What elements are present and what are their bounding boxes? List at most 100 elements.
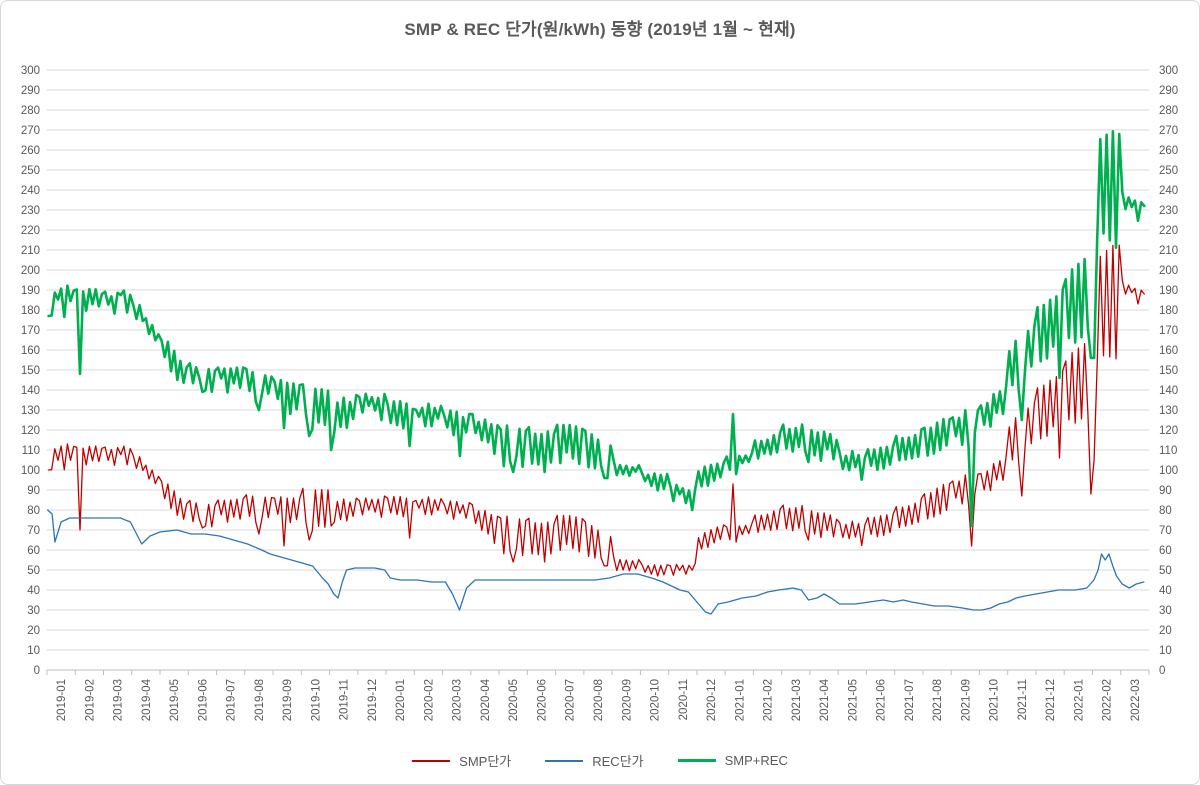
y-axis-label-left: 140 <box>21 385 40 397</box>
x-axis-label: 2022-01 <box>1073 679 1085 721</box>
y-axis-label-right: 30 <box>1159 605 1172 617</box>
x-axis-label: 2020-05 <box>508 679 520 721</box>
y-axis-label-right: 160 <box>1159 345 1178 357</box>
y-axis-label-right: 130 <box>1159 405 1178 417</box>
y-axis-label-left: 40 <box>27 585 40 597</box>
y-axis-label-right: 20 <box>1159 625 1172 637</box>
x-axis-label: 2021-12 <box>1045 679 1057 721</box>
x-axis-label: 2021-06 <box>876 679 888 721</box>
y-axis-label-right: 180 <box>1159 305 1178 317</box>
y-axis-label-right: 120 <box>1159 425 1178 437</box>
y-axis-label-right: 100 <box>1159 465 1178 477</box>
x-axis-label: 2019-02 <box>84 679 96 721</box>
y-axis-label-left: 30 <box>27 605 40 617</box>
y-axis-label-right: 90 <box>1159 485 1172 497</box>
y-axis-label-left: 170 <box>21 325 40 337</box>
x-axis-label: 2020-04 <box>480 678 492 721</box>
y-axis-label-left: 100 <box>21 465 40 477</box>
y-axis-label-left: 160 <box>21 345 40 357</box>
y-axis-label-right: 70 <box>1159 525 1172 537</box>
legend-item-1: REC단가 <box>545 751 644 770</box>
x-axis-label: 2020-01 <box>395 679 407 721</box>
y-axis-label-right: 210 <box>1159 245 1178 257</box>
legend-label: REC단가 <box>592 754 644 769</box>
x-axis-label: 2020-12 <box>706 679 718 721</box>
y-axis-label-right: 40 <box>1159 585 1172 597</box>
y-axis-label-left: 120 <box>21 425 40 437</box>
chart-legend: SMP단가 REC단가 SMP+REC <box>1 751 1199 770</box>
x-axis-label: 2021-01 <box>734 679 746 721</box>
y-axis-label-left: 270 <box>21 125 40 137</box>
x-axis-label: 2022-02 <box>1102 679 1114 721</box>
x-axis-label: 2021-04 <box>819 678 831 721</box>
x-axis-label: 2020-09 <box>621 679 633 721</box>
chart-title: SMP & REC 단가(원/kWh) 동향 (2019년 1월 ~ 현재) <box>404 20 796 39</box>
legend-label: SMP+REC <box>724 753 788 768</box>
y-axis-label-left: 290 <box>21 85 40 97</box>
x-axis-label: 2019-07 <box>226 679 238 721</box>
y-axis-label-left: 210 <box>21 245 40 257</box>
x-axis-label: 2020-08 <box>593 679 605 721</box>
x-axis-label: 2021-03 <box>791 679 803 721</box>
y-axis-label-left: 250 <box>21 165 40 177</box>
y-axis-label-right: 110 <box>1159 445 1177 457</box>
y-axis-label-left: 260 <box>21 145 40 157</box>
x-axis-label: 2019-12 <box>367 679 379 721</box>
x-axis-label: 2019-05 <box>169 679 181 721</box>
y-axis-label-right: 270 <box>1159 125 1178 137</box>
x-axis-label: 2021-09 <box>960 679 972 721</box>
y-axis-label-right: 220 <box>1159 225 1178 237</box>
y-axis-label-left: 0 <box>34 665 40 677</box>
legend-line-swatch <box>677 759 716 762</box>
y-axis-label-left: 240 <box>21 185 40 197</box>
x-axis-label: 2021-10 <box>989 679 1001 721</box>
x-axis-label: 2022-03 <box>1130 679 1142 721</box>
y-axis-label-right: 300 <box>1159 65 1178 77</box>
y-axis-label-left: 280 <box>21 105 40 117</box>
y-axis-label-left: 190 <box>21 285 40 297</box>
y-axis-label-right: 290 <box>1159 85 1178 97</box>
x-axis-label: 2021-07 <box>904 679 916 721</box>
x-axis-label: 2021-05 <box>847 679 859 721</box>
y-axis-label-left: 60 <box>27 545 40 557</box>
y-axis-label-right: 150 <box>1159 365 1178 377</box>
y-axis-label-left: 70 <box>27 525 40 537</box>
y-axis-label-right: 140 <box>1159 385 1178 397</box>
x-axis-label: 2020-06 <box>536 679 548 721</box>
legend-item-2: SMP+REC <box>677 753 788 768</box>
series-line-smp-plus-rec <box>47 130 1146 528</box>
y-axis-label-right: 230 <box>1159 205 1178 217</box>
x-axis-label: 2020-02 <box>423 679 435 721</box>
y-axis-label-right: 200 <box>1159 265 1178 277</box>
y-axis-label-left: 110 <box>22 445 40 457</box>
legend-line-swatch <box>545 759 584 762</box>
y-axis-label-right: 190 <box>1159 285 1178 297</box>
series-line-rec <box>46 509 1145 615</box>
y-axis-label-right: 240 <box>1159 185 1178 197</box>
x-axis-label: 2020-07 <box>565 679 577 721</box>
x-axis-label: 2019-04 <box>141 678 153 721</box>
x-axis-label: 2021-02 <box>763 679 775 721</box>
y-axis-label-right: 80 <box>1159 505 1172 517</box>
y-axis-label-left: 220 <box>21 225 40 237</box>
x-axis-label: 2019-08 <box>254 679 266 721</box>
x-axis-label: 2019-10 <box>310 679 322 721</box>
y-axis-label-left: 130 <box>21 405 40 417</box>
y-axis-label-left: 200 <box>21 265 40 277</box>
legend-item-0: SMP단가 <box>412 751 511 770</box>
x-axis-label: 2019-01 <box>56 679 68 721</box>
y-axis-label-right: 10 <box>1159 645 1172 657</box>
y-axis-label-right: 170 <box>1159 325 1178 337</box>
y-axis-label-left: 180 <box>21 305 40 317</box>
x-axis-label: 2021-08 <box>932 679 944 721</box>
y-axis-label-left: 90 <box>27 485 40 497</box>
x-axis-label: 2019-09 <box>282 679 294 721</box>
y-axis-label-right: 250 <box>1159 165 1178 177</box>
y-axis-label-left: 230 <box>21 205 40 217</box>
series-line-smp <box>47 244 1145 577</box>
y-axis-label-right: 260 <box>1159 145 1178 157</box>
y-axis-label-left: 50 <box>27 565 40 577</box>
x-axis-label: 2021-11 <box>1017 679 1029 720</box>
